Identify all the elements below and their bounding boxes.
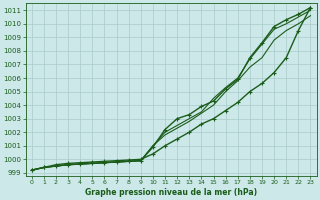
X-axis label: Graphe pression niveau de la mer (hPa): Graphe pression niveau de la mer (hPa) [85,188,257,197]
